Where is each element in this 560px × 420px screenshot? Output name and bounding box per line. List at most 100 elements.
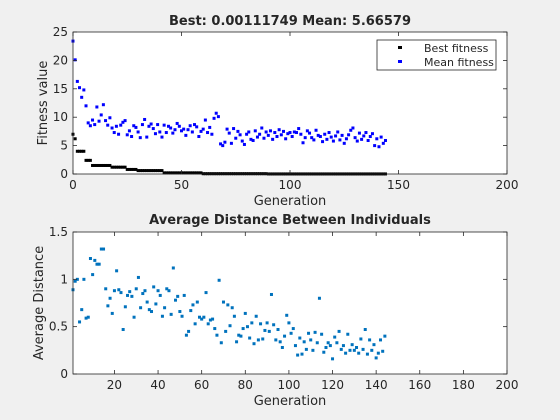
mean-fitness-point <box>316 133 320 137</box>
mean-fitness-point <box>132 124 136 128</box>
distance-point <box>178 310 182 314</box>
mean-fitness-point <box>110 126 114 130</box>
distance-point <box>259 322 263 326</box>
distance-point <box>163 306 167 310</box>
mean-fitness-point <box>238 133 242 137</box>
best-fitness-point <box>125 167 129 171</box>
mean-fitness-point <box>242 142 246 146</box>
best-fitness-point <box>169 171 173 175</box>
mean-fitness-point <box>381 141 385 145</box>
best-fitness-point <box>160 169 164 173</box>
1-x-tick-label: 160 <box>408 378 431 392</box>
0-x-tick-label: 100 <box>279 178 302 192</box>
mean-fitness-point <box>308 131 312 135</box>
best-fitness-point <box>82 149 86 153</box>
distance-point <box>350 343 354 347</box>
1-x-tick-label: 120 <box>321 378 344 392</box>
best-fitness-point <box>134 167 138 171</box>
mean-fitness-point <box>314 128 318 132</box>
mean-fitness-point <box>212 116 216 120</box>
distance-point <box>324 345 328 349</box>
distance-point <box>337 329 341 333</box>
mean-fitness-point <box>364 131 368 135</box>
distance-point <box>152 285 156 289</box>
mean-fitness-point <box>216 115 220 119</box>
1-x-tick-label: 80 <box>238 378 253 392</box>
mean-fitness-point <box>80 95 84 99</box>
distance-point <box>341 344 345 348</box>
distance-point <box>317 296 321 300</box>
distance-point <box>293 344 297 348</box>
mean-fitness-point <box>299 132 303 136</box>
mean-fitness-point <box>153 132 157 136</box>
distance-point <box>80 308 84 312</box>
mean-fitness-point <box>130 135 134 139</box>
mean-fitness-point <box>195 125 199 129</box>
best-fitness-point <box>138 169 142 173</box>
best-fitness-point <box>164 171 168 175</box>
mean-fitness-point <box>73 58 77 62</box>
distance-point <box>182 293 186 297</box>
mean-fitness-point <box>245 132 249 136</box>
0-y-tick-label: 10 <box>53 110 68 124</box>
distance-point <box>75 277 79 281</box>
mean-fitness-point <box>190 130 194 134</box>
mean-fitness-point <box>145 135 149 139</box>
mean-fitness-point <box>255 135 259 139</box>
distance-point <box>165 287 169 291</box>
mean-fitness-point <box>166 124 170 128</box>
best-fitness-point <box>121 165 125 169</box>
distance-point <box>174 298 178 302</box>
distance-point <box>285 313 289 317</box>
mean-fitness-point <box>373 144 377 148</box>
distance-point <box>370 348 374 352</box>
best-fitness-point <box>117 165 121 169</box>
best-fitness-point <box>99 163 103 167</box>
mean-fitness-point <box>258 132 262 136</box>
distance-point <box>126 293 130 297</box>
distance-point <box>311 348 315 352</box>
distance-point <box>195 300 199 304</box>
1-x-tick-label: 60 <box>194 378 209 392</box>
best-fitness-point <box>91 163 95 167</box>
distance-x-axis-label: Generation <box>254 394 327 409</box>
fitness-plot: Best: 0.00111749 Mean: 5.66579 Generatio… <box>36 14 518 209</box>
mean-fitness-point <box>138 136 142 140</box>
best-fitness-point <box>86 158 90 162</box>
best-fitness-point <box>132 167 136 171</box>
distance-point <box>189 309 193 313</box>
distance-plot: Average Distance Between Individuals Gen… <box>32 213 518 409</box>
best-fitness-point <box>114 165 118 169</box>
distance-data-marks <box>71 247 387 361</box>
distance-point <box>355 345 359 349</box>
mean-fitness-point <box>292 130 296 134</box>
distance-axes-frame <box>72 231 508 375</box>
distance-point <box>219 341 223 345</box>
distance-point <box>235 340 239 344</box>
distance-point <box>115 269 119 273</box>
best-fitness-point <box>78 149 82 153</box>
best-fitness-point <box>156 169 160 173</box>
mean-fitness-point <box>247 130 251 134</box>
mean-fitness-point <box>253 129 257 133</box>
distance-point <box>73 279 77 283</box>
best-fitness-point <box>158 169 162 173</box>
distance-point <box>287 321 291 325</box>
mean-fitness-point <box>284 137 288 141</box>
mean-fitness-point <box>295 131 299 135</box>
distance-point <box>241 327 245 331</box>
mean-fitness-point <box>297 127 301 131</box>
mean-fitness-point <box>355 139 359 143</box>
mean-fitness-point <box>290 135 294 139</box>
1-y-tick-label: 0.5 <box>49 320 68 334</box>
distance-point <box>226 303 230 307</box>
distance-point <box>361 347 365 351</box>
distance-point <box>302 340 306 344</box>
mean-fitness-point <box>121 120 125 124</box>
distance-point <box>272 323 276 327</box>
mean-fitness-point <box>279 133 283 137</box>
best-fitness-point <box>75 149 79 153</box>
distance-point <box>363 328 367 332</box>
distance-point <box>141 292 145 296</box>
distance-point <box>352 348 356 352</box>
